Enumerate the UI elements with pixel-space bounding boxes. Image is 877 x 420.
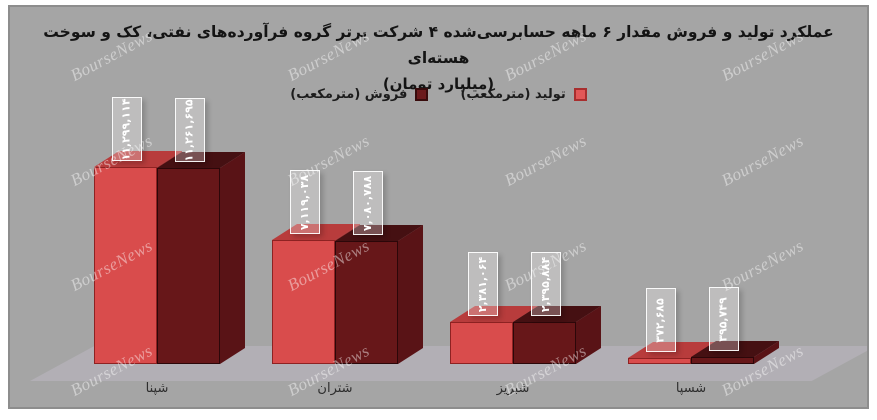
value-label: ۷,۱۱۹,۰۳۸	[289, 170, 320, 234]
category-label: شبریز	[496, 381, 530, 396]
category-label: شپنا	[145, 381, 169, 396]
value-label-text: ۱۱,۲۶۱,۶۹۵	[183, 98, 197, 162]
bar-top-face	[335, 225, 423, 241]
value-label: ۲,۳۹۵,۸۸۴	[530, 252, 561, 316]
bar-side-face	[220, 152, 245, 364]
legend-item-production: تولید (مترمکعب)	[460, 87, 587, 102]
chart-legend: فروش (مترمکعب) تولید (مترمکعب)	[10, 87, 867, 102]
value-label-text: ۳۹۵,۷۴۹	[717, 296, 730, 342]
legend-label-production: تولید (مترمکعب)	[460, 87, 566, 102]
chart-title-line1: عملکرد تولید و فروش مقدار ۶ ماهه حسابرسی…	[43, 23, 834, 67]
legend-swatch-production-icon	[573, 88, 587, 101]
bar-sales	[335, 241, 398, 364]
bar-sales	[691, 357, 754, 364]
value-label: ۳۷۲,۶۸۵	[645, 288, 676, 352]
value-label: ۳۹۵,۷۴۹	[708, 287, 739, 351]
bar-top-face	[513, 306, 601, 322]
chart-title: عملکرد تولید و فروش مقدار ۶ ماهه حسابرسی…	[10, 19, 867, 97]
category-label: شتران	[317, 381, 353, 396]
value-label-text: ۲,۳۸۱,۰۶۴	[476, 256, 490, 312]
bar-sales	[157, 168, 220, 364]
bar-sales	[513, 322, 576, 364]
chart-title-line2: (میلیارد تومان)	[382, 75, 495, 93]
bar-production	[450, 322, 513, 364]
bar-top-face	[94, 151, 182, 167]
value-label: ۷,۰۸۰,۷۸۸	[352, 171, 383, 235]
bar-top-face	[272, 224, 360, 240]
value-label: ۲,۳۸۱,۰۶۴	[467, 252, 498, 316]
value-label: ۱۱,۲۹۹,۱۱۴	[111, 97, 142, 161]
bar-side-face	[398, 225, 423, 364]
value-label-text: ۳۷۲,۶۸۵	[654, 297, 667, 343]
value-label-text: ۱۱,۲۹۹,۱۱۴	[120, 97, 134, 161]
bar-production	[628, 358, 691, 364]
value-label-text: ۲,۳۹۵,۸۸۴	[539, 256, 553, 312]
legend-label-sales: فروش (مترمکعب)	[290, 87, 408, 102]
value-label: ۱۱,۲۶۱,۶۹۵	[174, 98, 205, 162]
plot-area: ۱۱,۲۹۹,۱۱۴ ۱۱,۲۶۱,۶۹۵ شپنا ۷,۱۱۹,۰۳۸ ۷,۰۸۰,۷…	[10, 7, 867, 407]
bar-top-face	[450, 306, 538, 322]
legend-swatch-sales-icon	[415, 88, 429, 101]
bar-production	[272, 240, 335, 364]
bar-production	[94, 167, 157, 364]
value-label-text: ۷,۱۱۹,۰۳۸	[298, 174, 312, 230]
bar-top-face	[157, 152, 245, 168]
value-label-text: ۷,۰۸۰,۷۸۸	[361, 175, 375, 231]
chart-canvas: عملکرد تولید و فروش مقدار ۶ ماهه حسابرسی…	[8, 5, 869, 409]
legend-item-sales: فروش (مترمکعب)	[290, 87, 429, 102]
category-label: شسپا	[675, 381, 707, 396]
